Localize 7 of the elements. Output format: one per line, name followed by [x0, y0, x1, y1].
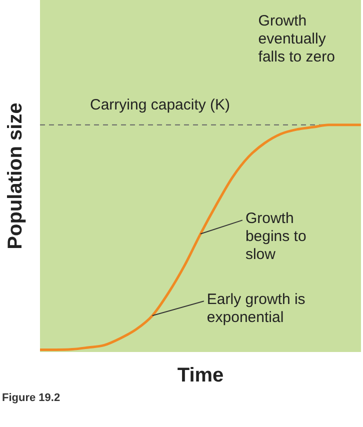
annotation: Early growth is exponential	[206, 290, 306, 326]
ref-line-label: Carrying capacity (K)	[90, 96, 230, 114]
caption: Figure 19.2	[2, 392, 62, 404]
y-axis-title: Population size	[4, 102, 27, 250]
x-axis-title: Time	[177, 364, 224, 387]
annotation: Growth begins to slow	[245, 210, 306, 263]
text: Growth eventually falls to zero	[258, 12, 335, 66]
